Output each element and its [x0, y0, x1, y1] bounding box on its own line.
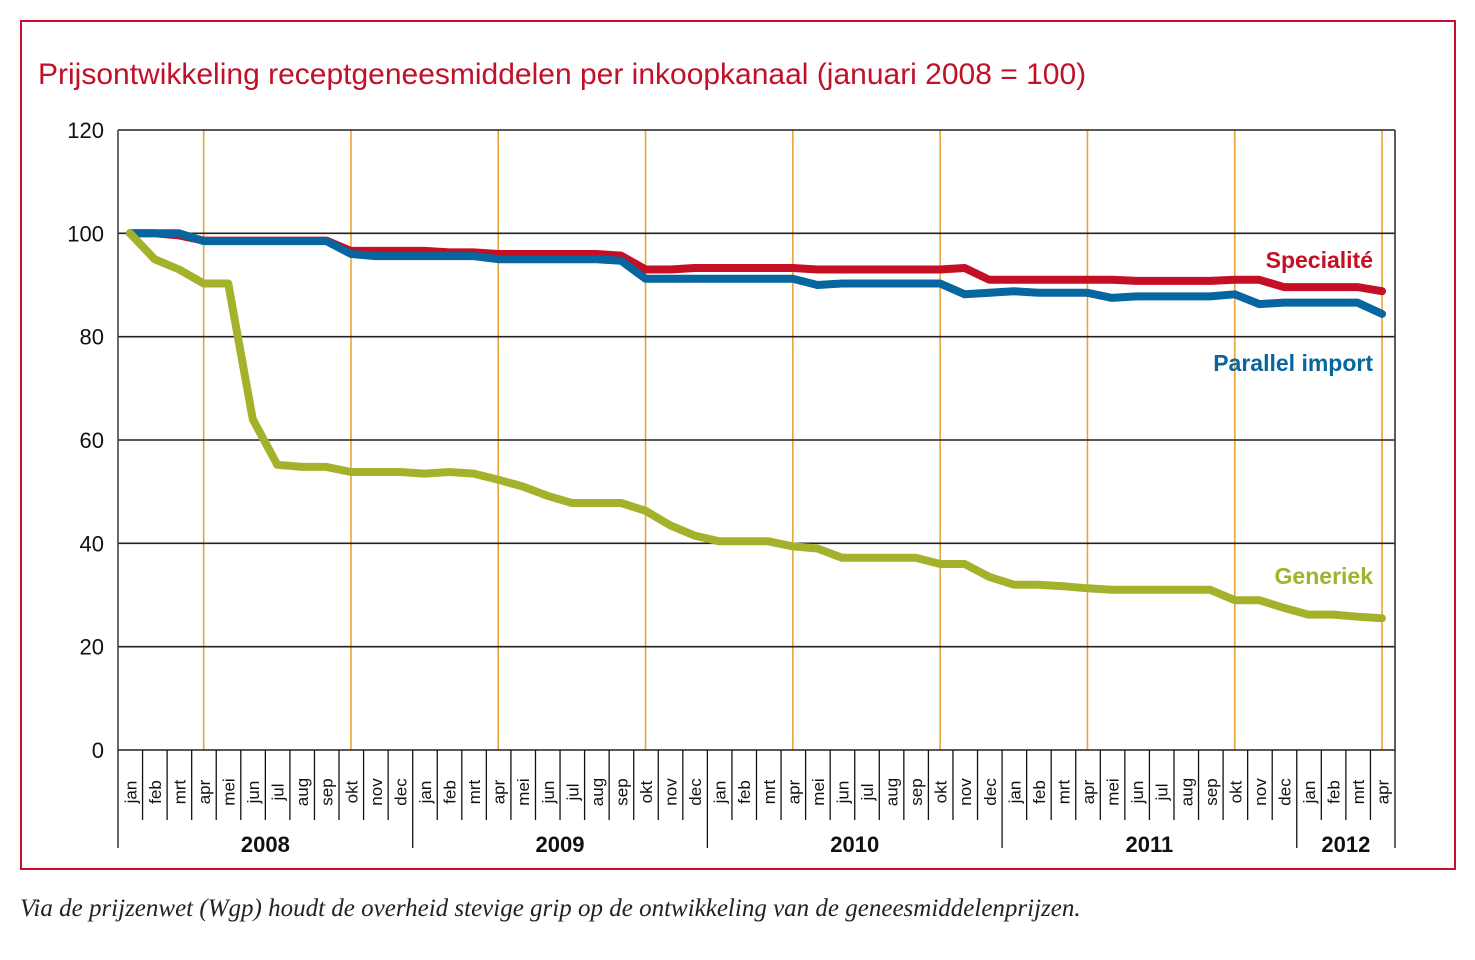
year-label: 2011	[1126, 832, 1174, 857]
month-label: apr	[1079, 779, 1098, 804]
chart-title: Prijsontwikkeling receptgeneesmiddelen p…	[38, 58, 1087, 91]
month-label: aug	[588, 778, 607, 806]
month-label: feb	[735, 780, 754, 804]
month-label: jun	[539, 781, 558, 805]
month-label: okt	[1226, 780, 1245, 803]
year-label: 2009	[536, 832, 585, 857]
figure-caption: Via de prijzenwet (Wgp) houdt de overhei…	[20, 895, 1081, 922]
month-label: mei	[220, 778, 239, 805]
month-label: jan	[416, 781, 435, 805]
month-label: sep	[612, 778, 631, 805]
month-label: dec	[981, 778, 1000, 806]
month-label: nov	[956, 778, 975, 806]
month-label: mrt	[1349, 779, 1368, 804]
series-lines	[126, 229, 1386, 623]
month-label: jul	[563, 783, 582, 801]
month-label: nov	[662, 778, 681, 806]
month-label: jan	[121, 781, 140, 805]
y-tick-label: 20	[80, 635, 104, 660]
month-label: apr	[784, 779, 803, 804]
month-label: nov	[367, 778, 386, 806]
y-tick-label: 80	[80, 325, 104, 350]
month-label: sep	[318, 778, 337, 805]
month-label: sep	[907, 778, 926, 805]
month-label: mei	[1104, 778, 1123, 805]
month-label: feb	[146, 780, 165, 804]
month-label: feb	[441, 780, 460, 804]
series-label-parallel-import: Parallel import	[1213, 350, 1373, 376]
series-labels: Specialité Parallel import Generiek	[1213, 247, 1373, 589]
month-label: okt	[342, 780, 361, 803]
month-label: okt	[637, 780, 656, 803]
month-label: mei	[809, 778, 828, 805]
grid	[118, 129, 1395, 751]
month-label: jul	[1153, 783, 1172, 801]
y-tick-label: 60	[80, 428, 104, 453]
month-label: jul	[269, 783, 288, 801]
month-label: dec	[1275, 778, 1294, 806]
month-label: jan	[1005, 781, 1024, 805]
month-label: mrt	[1054, 779, 1073, 804]
y-tick-label: 0	[92, 738, 104, 763]
month-label: jun	[833, 781, 852, 805]
month-label: mrt	[760, 779, 779, 804]
year-label: 2012	[1321, 832, 1370, 857]
year-label: 2008	[241, 832, 290, 857]
month-label: mrt	[465, 779, 484, 804]
month-label: apr	[1374, 779, 1393, 804]
month-label: apr	[195, 779, 214, 804]
series-line-generiek	[126, 229, 1386, 623]
month-label: jan	[1300, 781, 1319, 805]
month-label: dec	[686, 778, 705, 806]
year-label: 2010	[830, 832, 879, 857]
month-label: aug	[1177, 778, 1196, 806]
month-label: apr	[490, 779, 509, 804]
month-label: feb	[1325, 780, 1344, 804]
month-label: mei	[514, 778, 533, 805]
series-label-generiek: Generiek	[1275, 563, 1374, 589]
month-label: feb	[1030, 780, 1049, 804]
month-label: mrt	[170, 779, 189, 804]
chart-frame	[20, 20, 1456, 870]
month-label: jun	[1128, 781, 1147, 805]
series-label-specialite: Specialité	[1266, 247, 1373, 273]
month-label: nov	[1251, 778, 1270, 806]
y-tick-label: 120	[67, 118, 104, 143]
month-label: dec	[391, 778, 410, 806]
month-label: jan	[711, 781, 730, 805]
y-tick-label: 40	[80, 531, 104, 556]
month-label: jul	[858, 783, 877, 801]
y-tick-label: 100	[67, 221, 104, 246]
month-label: sep	[1202, 778, 1221, 805]
month-label: okt	[932, 780, 951, 803]
month-label: aug	[293, 778, 312, 806]
month-label: aug	[883, 778, 902, 806]
month-label: jun	[244, 781, 263, 805]
series-line-parallel	[126, 229, 1386, 318]
